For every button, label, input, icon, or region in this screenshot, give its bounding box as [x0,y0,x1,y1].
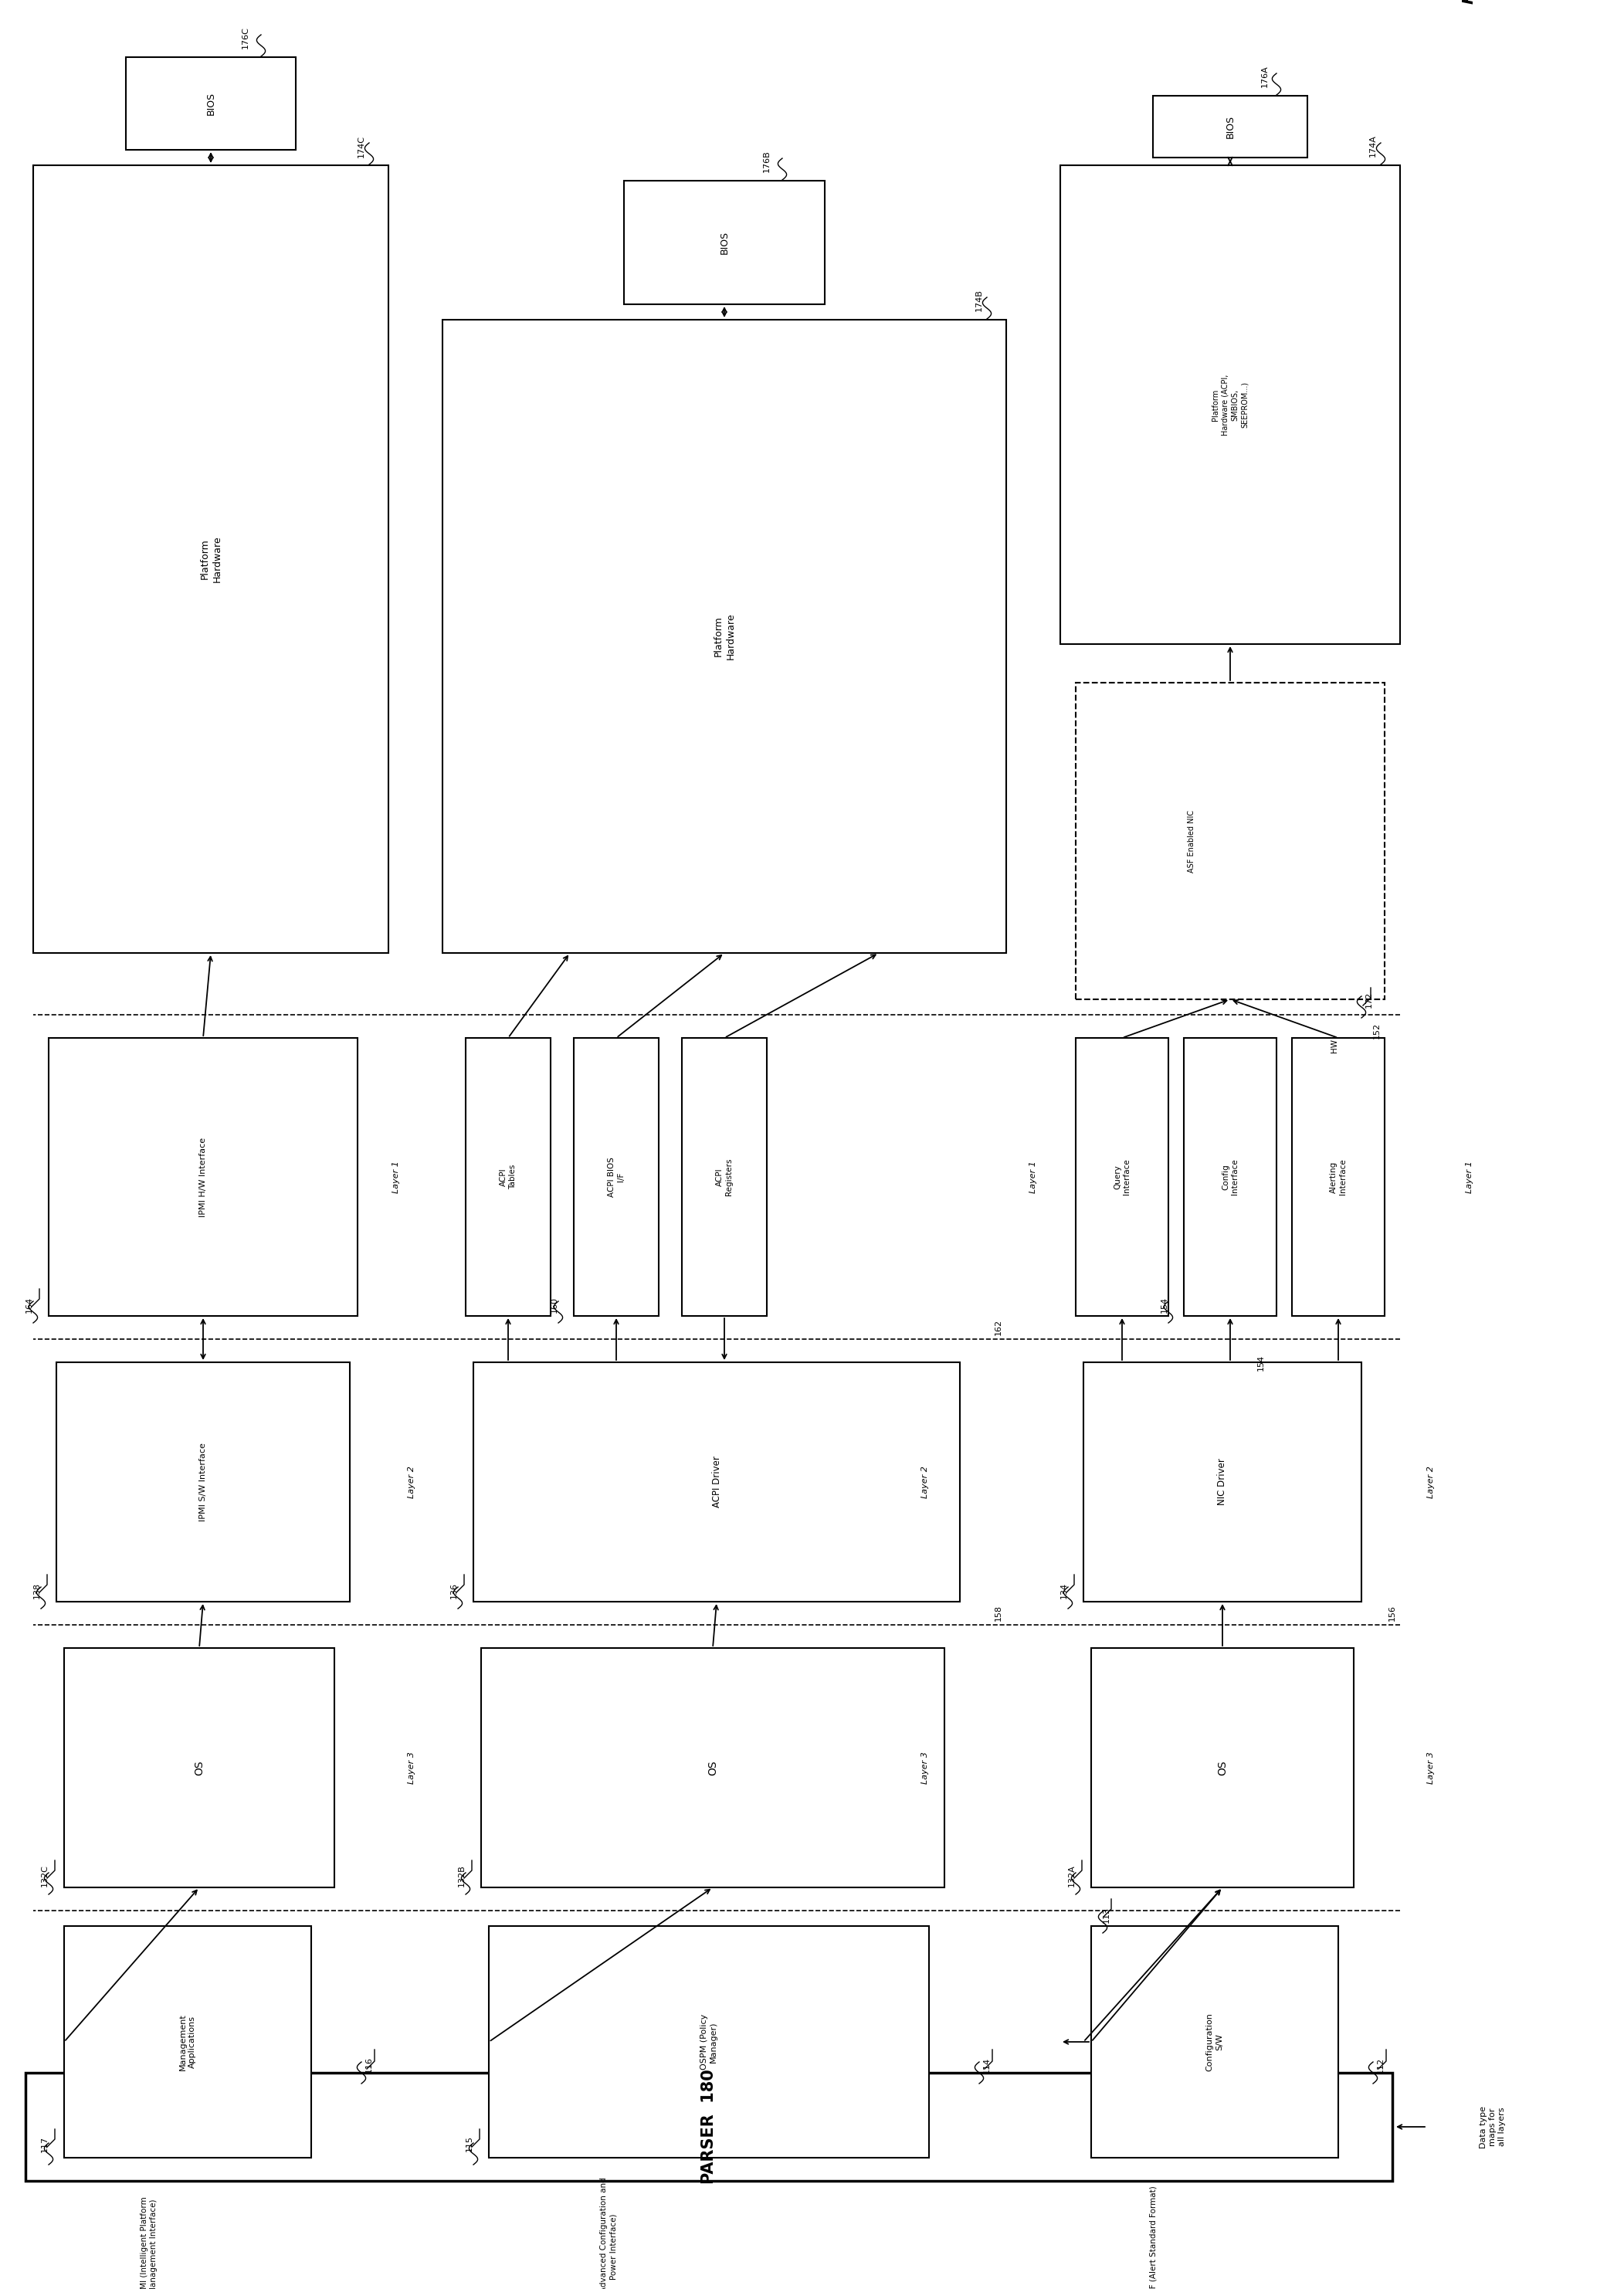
Text: Management
Applications: Management Applications [179,2014,197,2069]
Text: Configuration
S/W: Configuration S/W [1207,2012,1223,2072]
Text: Platform
Hardware (ACPI,
SMBIOS,
SEEPROM...): Platform Hardware (ACPI, SMBIOS, SEEPROM… [1212,373,1249,435]
Text: Fig. 1: Fig. 1 [1462,0,1476,5]
Text: 176B: 176B [763,151,771,172]
Bar [49,1037,357,1316]
Text: 114: 114 [983,2058,991,2074]
Text: Query
Interface: Query Interface [1114,1158,1130,1195]
Text: BIOS: BIOS [719,231,729,254]
Text: Layer 2: Layer 2 [1427,1465,1434,1497]
Text: Layer 1: Layer 1 [1030,1161,1038,1193]
Text: Layer 3: Layer 3 [1427,1751,1434,1783]
Text: Layer 1: Layer 1 [393,1161,400,1193]
Text: 156: 156 [1389,1605,1397,1621]
Text: 154: 154 [1161,1296,1168,1312]
Bar [1091,1925,1338,2159]
Text: Layer 2: Layer 2 [921,1465,929,1497]
Text: IPMI H/W Interface: IPMI H/W Interface [200,1138,206,1218]
Text: BIOS: BIOS [206,92,216,114]
Text: 158: 158 [994,1605,1002,1621]
Bar [466,1037,551,1316]
Text: Config
Interface: Config Interface [1221,1158,1239,1195]
Bar [573,1037,659,1316]
Text: HW: HW [1330,1039,1338,1053]
Bar [1083,1362,1361,1602]
Text: ACPI (Advanced Configuration and
Power Interface): ACPI (Advanced Configuration and Power I… [599,2177,617,2289]
Text: OS: OS [1216,1760,1228,1776]
Text: Layer 2: Layer 2 [408,1465,416,1497]
Text: ASF Enabled NIC: ASF Enabled NIC [1187,810,1195,872]
Text: 174B: 174B [976,288,983,311]
Bar [1184,1037,1276,1316]
Text: PARSER  180: PARSER 180 [702,2069,716,2184]
Text: 152: 152 [1372,1023,1380,1039]
Bar [1075,1037,1168,1316]
Text: 172: 172 [1366,991,1372,1007]
Bar [489,1925,929,2159]
Text: 136: 136 [450,1582,458,1598]
Text: 134: 134 [1060,1582,1069,1598]
Text: 162: 162 [994,1318,1002,1334]
Bar [26,2074,1392,2181]
Text: 176C: 176C [242,27,250,48]
Bar [473,1362,960,1602]
Bar [127,57,296,149]
Text: BIOS: BIOS [1224,114,1236,137]
Text: OS: OS [708,1760,718,1776]
Text: 176A: 176A [1262,66,1268,87]
Text: Layer 3: Layer 3 [408,1751,416,1783]
Bar [1153,96,1307,158]
Text: OS: OS [193,1760,205,1776]
Bar [481,1648,945,1888]
Bar [32,165,388,952]
Text: ASF (Alert Standard Format): ASF (Alert Standard Format) [1150,2186,1156,2289]
Text: 112: 112 [1377,2058,1385,2074]
Bar [63,1925,312,2159]
Text: 164: 164 [26,1296,32,1312]
Bar [1293,1037,1385,1316]
Bar [63,1648,335,1888]
Text: Platform
Hardware: Platform Hardware [713,613,736,659]
Bar [1060,165,1400,643]
Text: 174C: 174C [357,135,365,158]
Text: Platform
Hardware: Platform Hardware [200,536,222,581]
Text: 132B: 132B [458,1866,466,1886]
Bar [1091,1648,1354,1888]
Bar [57,1362,349,1602]
Text: OSPM (Policy
Manager): OSPM (Policy Manager) [700,2014,718,2069]
Text: ACPI BIOS
I/F: ACPI BIOS I/F [607,1156,625,1197]
Text: 115: 115 [466,2136,473,2152]
Text: 160: 160 [551,1296,559,1312]
Text: ACPI
Tables: ACPI Tables [500,1165,516,1190]
Text: Layer 3: Layer 3 [921,1751,929,1783]
Text: 138: 138 [32,1582,41,1598]
Text: 174A: 174A [1369,135,1377,158]
Text: 116: 116 [365,2058,374,2074]
Text: 132A: 132A [1069,1866,1075,1886]
Text: 113: 113 [1103,1907,1111,1923]
Text: 154: 154 [1257,1355,1265,1371]
Text: ACPI
Registers: ACPI Registers [716,1158,732,1195]
Text: ACPI Driver: ACPI Driver [711,1456,721,1508]
Text: NIC Driver: NIC Driver [1218,1458,1228,1506]
Text: 117: 117 [41,2136,49,2152]
Text: IPMI (Intelligent Platform
Management Interface): IPMI (Intelligent Platform Management In… [140,2197,158,2289]
Bar [1075,682,1385,1000]
Bar [442,320,1007,952]
Text: IPMI S/W Interface: IPMI S/W Interface [200,1442,206,1522]
Text: Alerting
Interface: Alerting Interface [1330,1158,1346,1195]
Text: Data type
maps for
all layers: Data type maps for all layers [1479,2106,1505,2147]
Text: 132C: 132C [41,1866,49,1886]
Bar [682,1037,767,1316]
Text: Layer 1: Layer 1 [1466,1161,1473,1193]
Bar [624,181,825,304]
